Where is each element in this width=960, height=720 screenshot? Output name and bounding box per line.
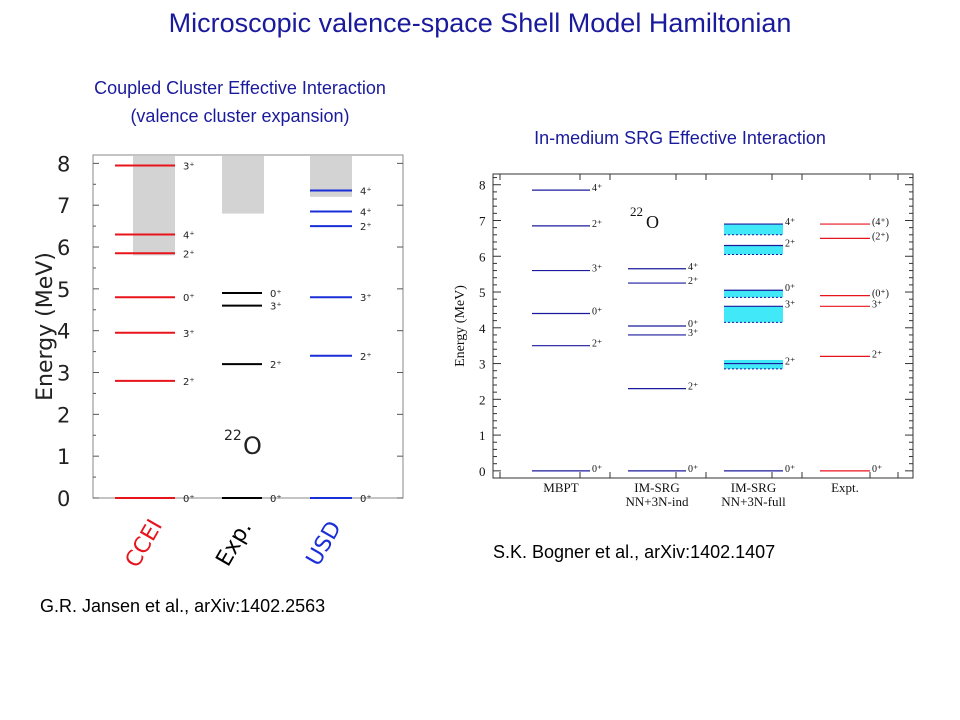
uncertainty-band: [724, 359, 783, 369]
uncertainty-band: [724, 306, 783, 323]
y-tick-label: 2: [57, 403, 70, 427]
citation-left: G.R. Jansen et al., arXiv:1402.2563: [40, 596, 326, 616]
y-tick-label: 3: [479, 357, 486, 372]
left-subtitle-line2: (valence cluster expansion): [130, 106, 350, 126]
column-name-1: IM-SRG: [634, 480, 680, 495]
column-name-2: IM-SRG: [731, 480, 777, 495]
y-tick-label: 7: [57, 194, 70, 218]
nucleus-symbol: O: [646, 212, 659, 232]
y-tick-label: 8: [57, 152, 70, 176]
level-label: 2⁺: [183, 249, 195, 260]
page-title: Microscopic valence-space Shell Model Ha…: [168, 8, 792, 38]
column-name-0: CCEI: [121, 515, 168, 572]
level-label: 2⁺: [592, 339, 602, 350]
column-name-0: MBPT: [543, 480, 578, 495]
level-label: 2⁺: [688, 276, 698, 287]
level-label: 2⁺: [183, 377, 195, 388]
level-label: 4⁺: [785, 217, 795, 228]
level-label: 3⁺: [183, 161, 195, 172]
y-tick-label: 8: [479, 178, 486, 193]
band-ccei: [133, 156, 175, 256]
level-label: 2⁺: [360, 222, 372, 233]
column-name-1: Exp.: [212, 517, 258, 571]
y-axis-label: Energy (MeV): [33, 252, 58, 401]
level-label: 4⁺: [360, 207, 372, 218]
y-tick-label: 6: [479, 249, 486, 264]
uncertainty-band: [724, 290, 783, 298]
y-tick-label: 1: [57, 445, 70, 469]
citation-right: S.K. Bogner et al., arXiv:1402.1407: [493, 542, 776, 562]
level-label: 0⁺: [872, 464, 882, 475]
level-label: 2⁺: [360, 352, 372, 363]
level-label: 0⁺: [183, 293, 195, 304]
nucleus-mass: 22: [224, 428, 242, 444]
level-label: (4⁺): [872, 217, 889, 228]
level-label: 0⁺: [360, 494, 372, 505]
level-label: 4⁺: [183, 230, 195, 241]
column-name-3: Expt.: [831, 480, 859, 495]
level-label: 2⁺: [872, 349, 882, 360]
level-label: 2⁺: [592, 219, 602, 230]
y-tick-label: 5: [57, 278, 70, 302]
level-label: 0⁺: [270, 494, 282, 505]
uncertainty-band: [724, 224, 783, 235]
level-label: 3⁺: [785, 299, 795, 310]
level-label: 4⁺: [592, 183, 602, 194]
level-label: 3⁺: [183, 329, 195, 340]
y-tick-label: 3: [57, 362, 70, 386]
level-label: 0⁺: [183, 494, 195, 505]
level-label: 0⁺: [592, 306, 602, 317]
level-label: 3⁺: [592, 264, 602, 275]
right-subtitle: In-medium SRG Effective Interaction: [534, 128, 826, 148]
level-label: 0⁺: [688, 464, 698, 475]
plot-frame: [492, 173, 914, 479]
column-name-2: USD: [302, 517, 347, 570]
column-subname-1: NN+3N-ind: [626, 494, 689, 509]
level-label: (2⁺): [872, 231, 889, 242]
ccei-level-chart: 0 1 2 3 4 5 6 7 8 Energy (MeV) 0⁺ 2⁺ 3⁺ 0⁺ 2⁺ 4⁺ 3⁺ CCEI 0…: [33, 152, 404, 572]
level-label: 2⁺: [270, 360, 282, 371]
level-label: 3⁺: [270, 302, 282, 313]
level-label: 3⁺: [360, 293, 372, 304]
y-tick-label: 4: [57, 320, 70, 344]
y-axis-label: Energy (MeV): [453, 285, 468, 367]
y-tick-label: 5: [479, 285, 486, 300]
level-label: 0⁺: [592, 464, 602, 475]
level-label: 4⁺: [688, 262, 698, 273]
left-subtitle-line1: Coupled Cluster Effective Interaction: [94, 78, 386, 98]
level-label: 2⁺: [688, 382, 698, 393]
nucleus-mass: 22: [630, 204, 643, 219]
level-label: 0⁺: [785, 283, 795, 294]
y-tick-label: 7: [479, 213, 486, 228]
level-label: 3⁺: [688, 328, 698, 339]
uncertainty-band: [724, 245, 783, 255]
y-tick-label: 0: [479, 464, 486, 479]
level-label: 2⁺: [785, 357, 795, 368]
level-label: 4⁺: [360, 187, 372, 198]
y-tick-label: 4: [479, 321, 486, 336]
level-label: 0⁺: [785, 464, 795, 475]
y-tick-label: 6: [57, 236, 70, 260]
nucleus-symbol: O: [243, 432, 262, 460]
level-label: 3⁺: [872, 299, 882, 310]
y-tick-label: 2: [479, 392, 486, 407]
level-label: 2⁺: [785, 239, 795, 250]
y-tick-label: 0: [57, 487, 70, 511]
column-subname-2: NN+3N-full: [721, 494, 786, 509]
band-exp: [222, 156, 264, 214]
level-label: 0⁺: [270, 289, 282, 300]
y-tick-label: 1: [479, 428, 486, 443]
level-label: 0⁺: [688, 319, 698, 330]
level-label: (0⁺): [872, 289, 889, 300]
